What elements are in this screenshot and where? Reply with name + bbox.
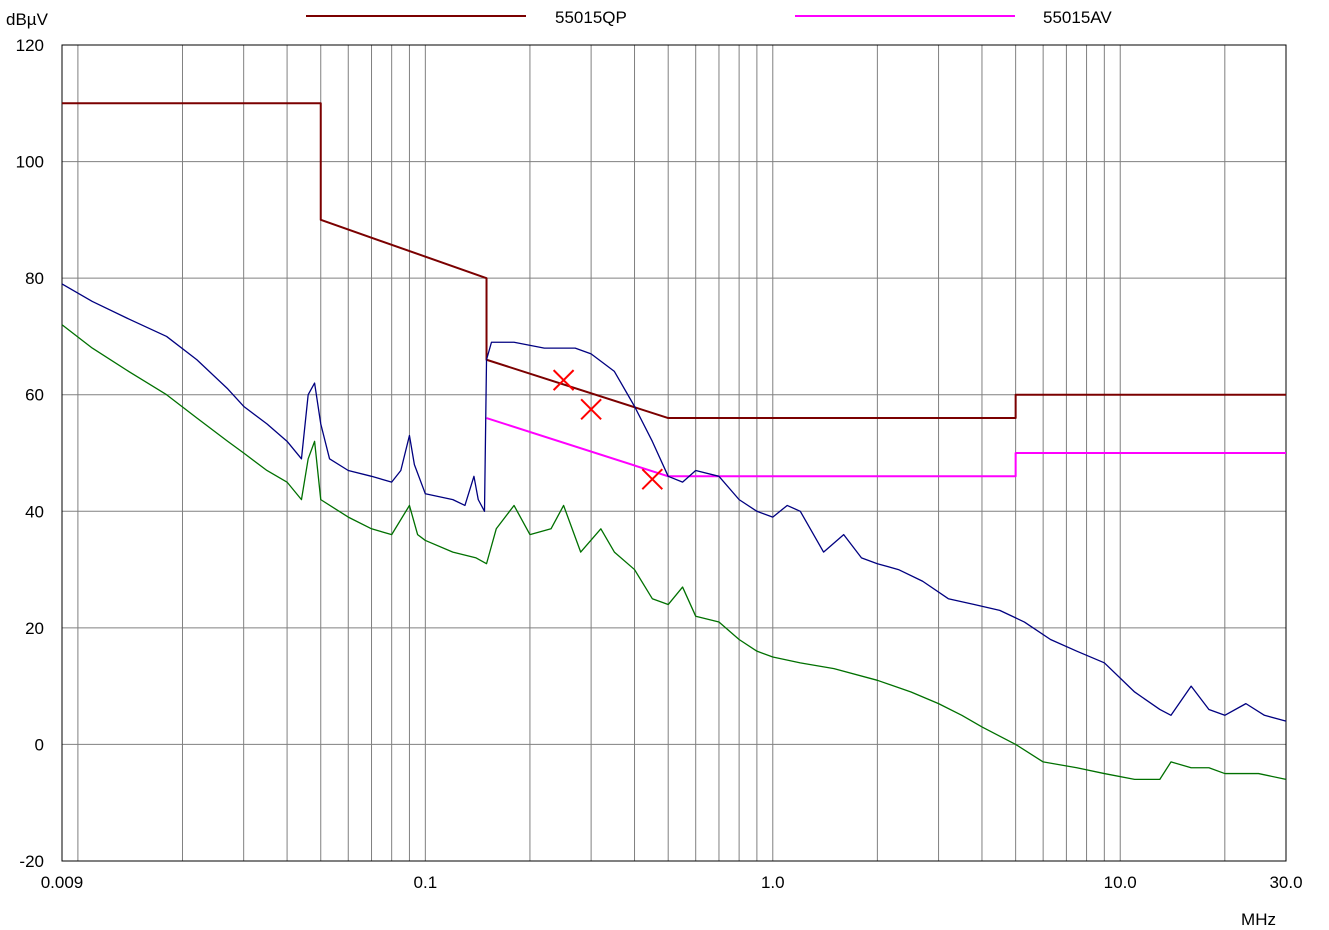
legend-label-55015qp: 55015QP xyxy=(555,8,627,27)
markers xyxy=(552,369,664,490)
x-tick-label: 10.0 xyxy=(1104,873,1137,892)
tick-labels: -20 0 20 40 60 80 100 120 0.009 0.1 1.0 10.0 30.0 xyxy=(16,36,1303,892)
series-lines xyxy=(61,102,1287,781)
x-tick-label: 1.0 xyxy=(761,873,785,892)
series-line-55015qp xyxy=(62,102,1286,420)
series-line-55015av xyxy=(486,417,1286,478)
y-tick-label: 20 xyxy=(25,619,44,638)
series-line-measurement-peak xyxy=(61,283,1287,722)
y-tick-label: 0 xyxy=(35,735,44,754)
x-axis-unit-label: MHz xyxy=(1241,910,1276,929)
y-axis-unit-label: dBµV xyxy=(6,10,49,29)
y-tick-label: -20 xyxy=(19,852,44,871)
y-tick-label: 40 xyxy=(25,502,44,521)
marker-x xyxy=(641,468,664,490)
x-tick-label: 30.0 xyxy=(1269,873,1302,892)
marker-x xyxy=(580,398,602,420)
y-tick-label: 80 xyxy=(25,269,44,288)
x-tick-label: 0.1 xyxy=(414,873,438,892)
legend-label-55015av: 55015AV xyxy=(1043,8,1112,27)
legend: 55015QP 55015AV xyxy=(306,8,1112,27)
marker-x xyxy=(552,369,575,391)
y-tick-label: 120 xyxy=(16,36,44,55)
y-tick-label: 100 xyxy=(16,153,44,172)
series-line-measurement-average xyxy=(61,324,1287,781)
x-tick-label: 0.009 xyxy=(41,873,84,892)
y-tick-label: 60 xyxy=(25,386,44,405)
